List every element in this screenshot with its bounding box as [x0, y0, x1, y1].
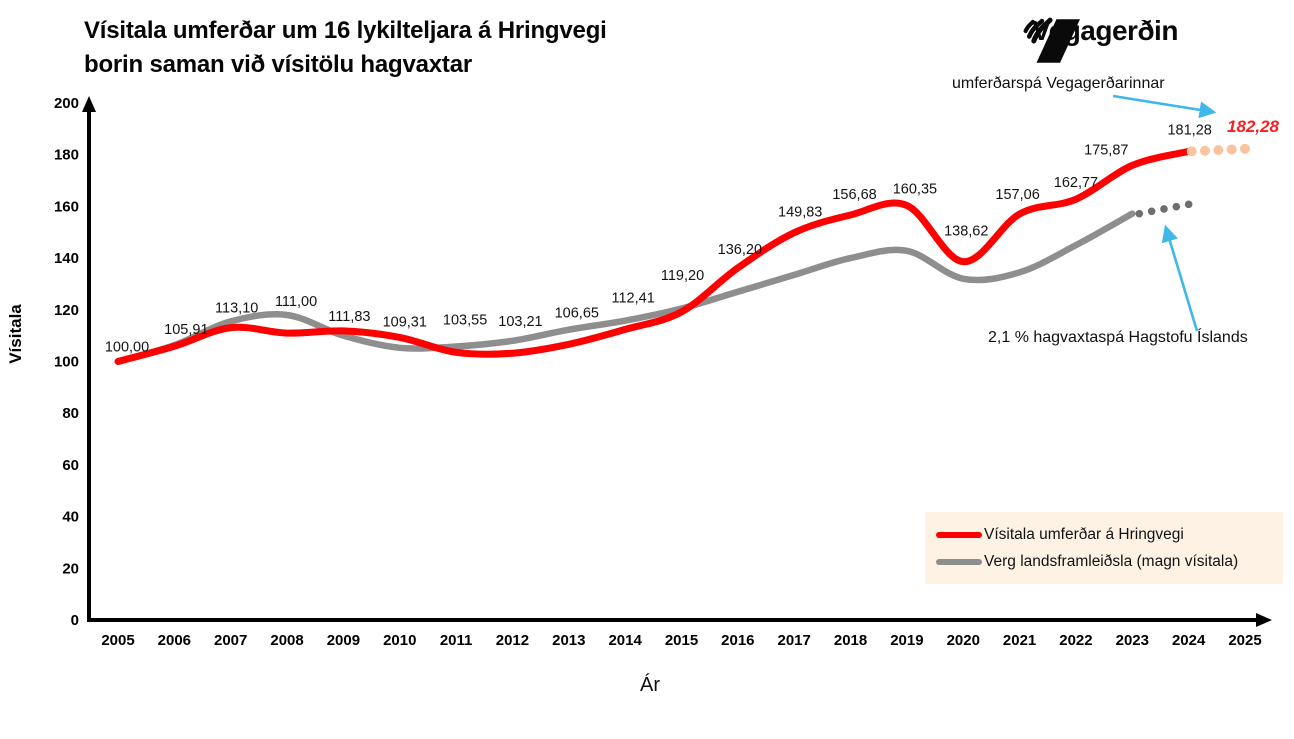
data-label: 136,20 [718, 242, 762, 258]
y-tick-label: 20 [62, 560, 79, 577]
data-label: 138,62 [944, 224, 988, 240]
y-tick-label: 160 [54, 198, 79, 215]
data-label: 119,20 [661, 268, 704, 284]
gdp-forecast-arrow [1161, 224, 1199, 332]
x-year-label: 2006 [158, 632, 191, 649]
gdp-forecast-dot [1184, 200, 1193, 209]
gdp-series-line [114, 200, 1193, 365]
y-tick-label: 100 [54, 354, 79, 371]
y-tick-label: 40 [62, 509, 79, 526]
x-axis-year-labels: 2005 2006 2007 2008 2009 2010 2011 2012 2013 2014… [101, 632, 1261, 649]
y-tick-label: 120 [54, 302, 79, 319]
y-tick-label: 80 [62, 405, 79, 422]
traffic-forecast-dot [1213, 145, 1224, 156]
y-axis-title: Vísitala [6, 304, 25, 364]
vegagerdin-logo-icon [1023, 17, 1080, 63]
x-axis-title: Ár [640, 674, 660, 696]
data-label: 103,21 [498, 314, 542, 330]
x-year-label: 2025 [1228, 632, 1261, 649]
x-year-label: 2009 [327, 632, 360, 649]
x-year-label: 2008 [270, 632, 303, 649]
data-label: 100,00 [105, 340, 149, 356]
traffic-data-labels: 100,00 105,91 113,10 111,00 111,83 109,31 103,… [105, 122, 1212, 355]
chart-title-line1: Vísitala umferðar um 16 lykilteljara á H… [84, 17, 607, 44]
x-year-label: 2016 [721, 632, 754, 649]
x-year-label: 2010 [383, 632, 416, 649]
traffic-series-line [114, 143, 1250, 365]
data-label: 181,28 [1167, 122, 1211, 138]
legend-item-traffic: Vísitala umferðar á Hringvegi [936, 526, 1283, 544]
gdp-forecast-dot [1147, 207, 1156, 216]
y-tick-label: 0 [71, 612, 79, 629]
gdp-forecast-dot [1135, 209, 1144, 218]
y-tick-label: 60 [62, 457, 79, 474]
x-year-label: 2023 [1116, 632, 1149, 649]
y-tick-label: 140 [54, 250, 79, 267]
data-label: 111,00 [275, 294, 317, 310]
x-year-label: 2017 [778, 632, 811, 649]
traffic-forecast-dot [1226, 144, 1237, 155]
y-axis-tick-labels: 0 20 40 60 80 100 120 140 160 180 200 [54, 95, 79, 629]
x-year-label: 2020 [947, 632, 980, 649]
x-year-label: 2005 [101, 632, 134, 649]
chart-title-line2: borin saman við vísitölu hagvaxtar [84, 51, 472, 78]
vegagerdin-logo: Vegagerðin [1022, 15, 1178, 63]
legend-label-gdp: Verg landsframleiðsla (magn vísitala) [984, 552, 1239, 570]
data-label: 157,06 [995, 187, 1039, 203]
data-label: 175,87 [1084, 142, 1128, 158]
y-tick-label: 200 [54, 95, 79, 112]
legend-swatch-traffic [936, 531, 982, 538]
legend-item-gdp: Verg landsframleiðsla (magn vísitala) [936, 553, 1283, 571]
legend-swatch-gdp [936, 558, 982, 565]
x-year-label: 2015 [665, 632, 698, 649]
data-label: 103,55 [443, 312, 487, 328]
x-year-label: 2022 [1059, 632, 1092, 649]
x-year-label: 2018 [834, 632, 867, 649]
traffic-forecast-dot [1186, 146, 1197, 157]
data-label: 105,91 [164, 322, 208, 338]
y-tick-label: 180 [54, 147, 79, 164]
traffic-forecast-dot [1199, 145, 1210, 156]
x-year-label: 2013 [552, 632, 585, 649]
annotation-arrows [1112, 94, 1217, 332]
data-label: 162,77 [1054, 175, 1098, 191]
traffic-forecast-annotation: umferðarspá Vegagerðarinnar [952, 75, 1165, 92]
legend-label-traffic: Vísitala umferðar á Hringvegi [984, 525, 1184, 543]
gdp-forecast-dot [1172, 202, 1181, 211]
gdp-forecast-annotation: 2,1 % hagvaxtaspá Hagstofu Íslands [988, 329, 1248, 346]
data-label: 156,68 [832, 187, 876, 203]
x-year-label: 2021 [1003, 632, 1036, 649]
data-label: 106,65 [555, 305, 599, 321]
x-year-label: 2007 [214, 632, 247, 649]
x-year-label: 2024 [1172, 632, 1206, 649]
x-year-label: 2019 [890, 632, 923, 649]
gdp-forecast-dot [1160, 205, 1168, 213]
data-label: 149,83 [778, 205, 822, 221]
axes [82, 96, 1272, 627]
legend: Vísitala umferðar á Hringvegi Verg lands… [925, 512, 1283, 584]
data-label: 113,10 [215, 301, 258, 317]
traffic-forecast-arrow [1112, 94, 1217, 119]
data-label: 112,41 [612, 290, 655, 306]
chart-title: Vísitala umferðar um 16 lykilteljara á H… [84, 14, 607, 82]
x-year-label: 2014 [608, 632, 642, 649]
data-label: 160,35 [893, 181, 937, 197]
x-year-label: 2011 [440, 632, 473, 649]
traffic-forecast-value: 182,28 [1227, 117, 1279, 136]
data-label: 109,31 [383, 314, 427, 330]
x-year-label: 2012 [496, 632, 529, 649]
traffic-forecast-dot [1240, 143, 1250, 154]
data-label: 111,83 [328, 309, 370, 325]
